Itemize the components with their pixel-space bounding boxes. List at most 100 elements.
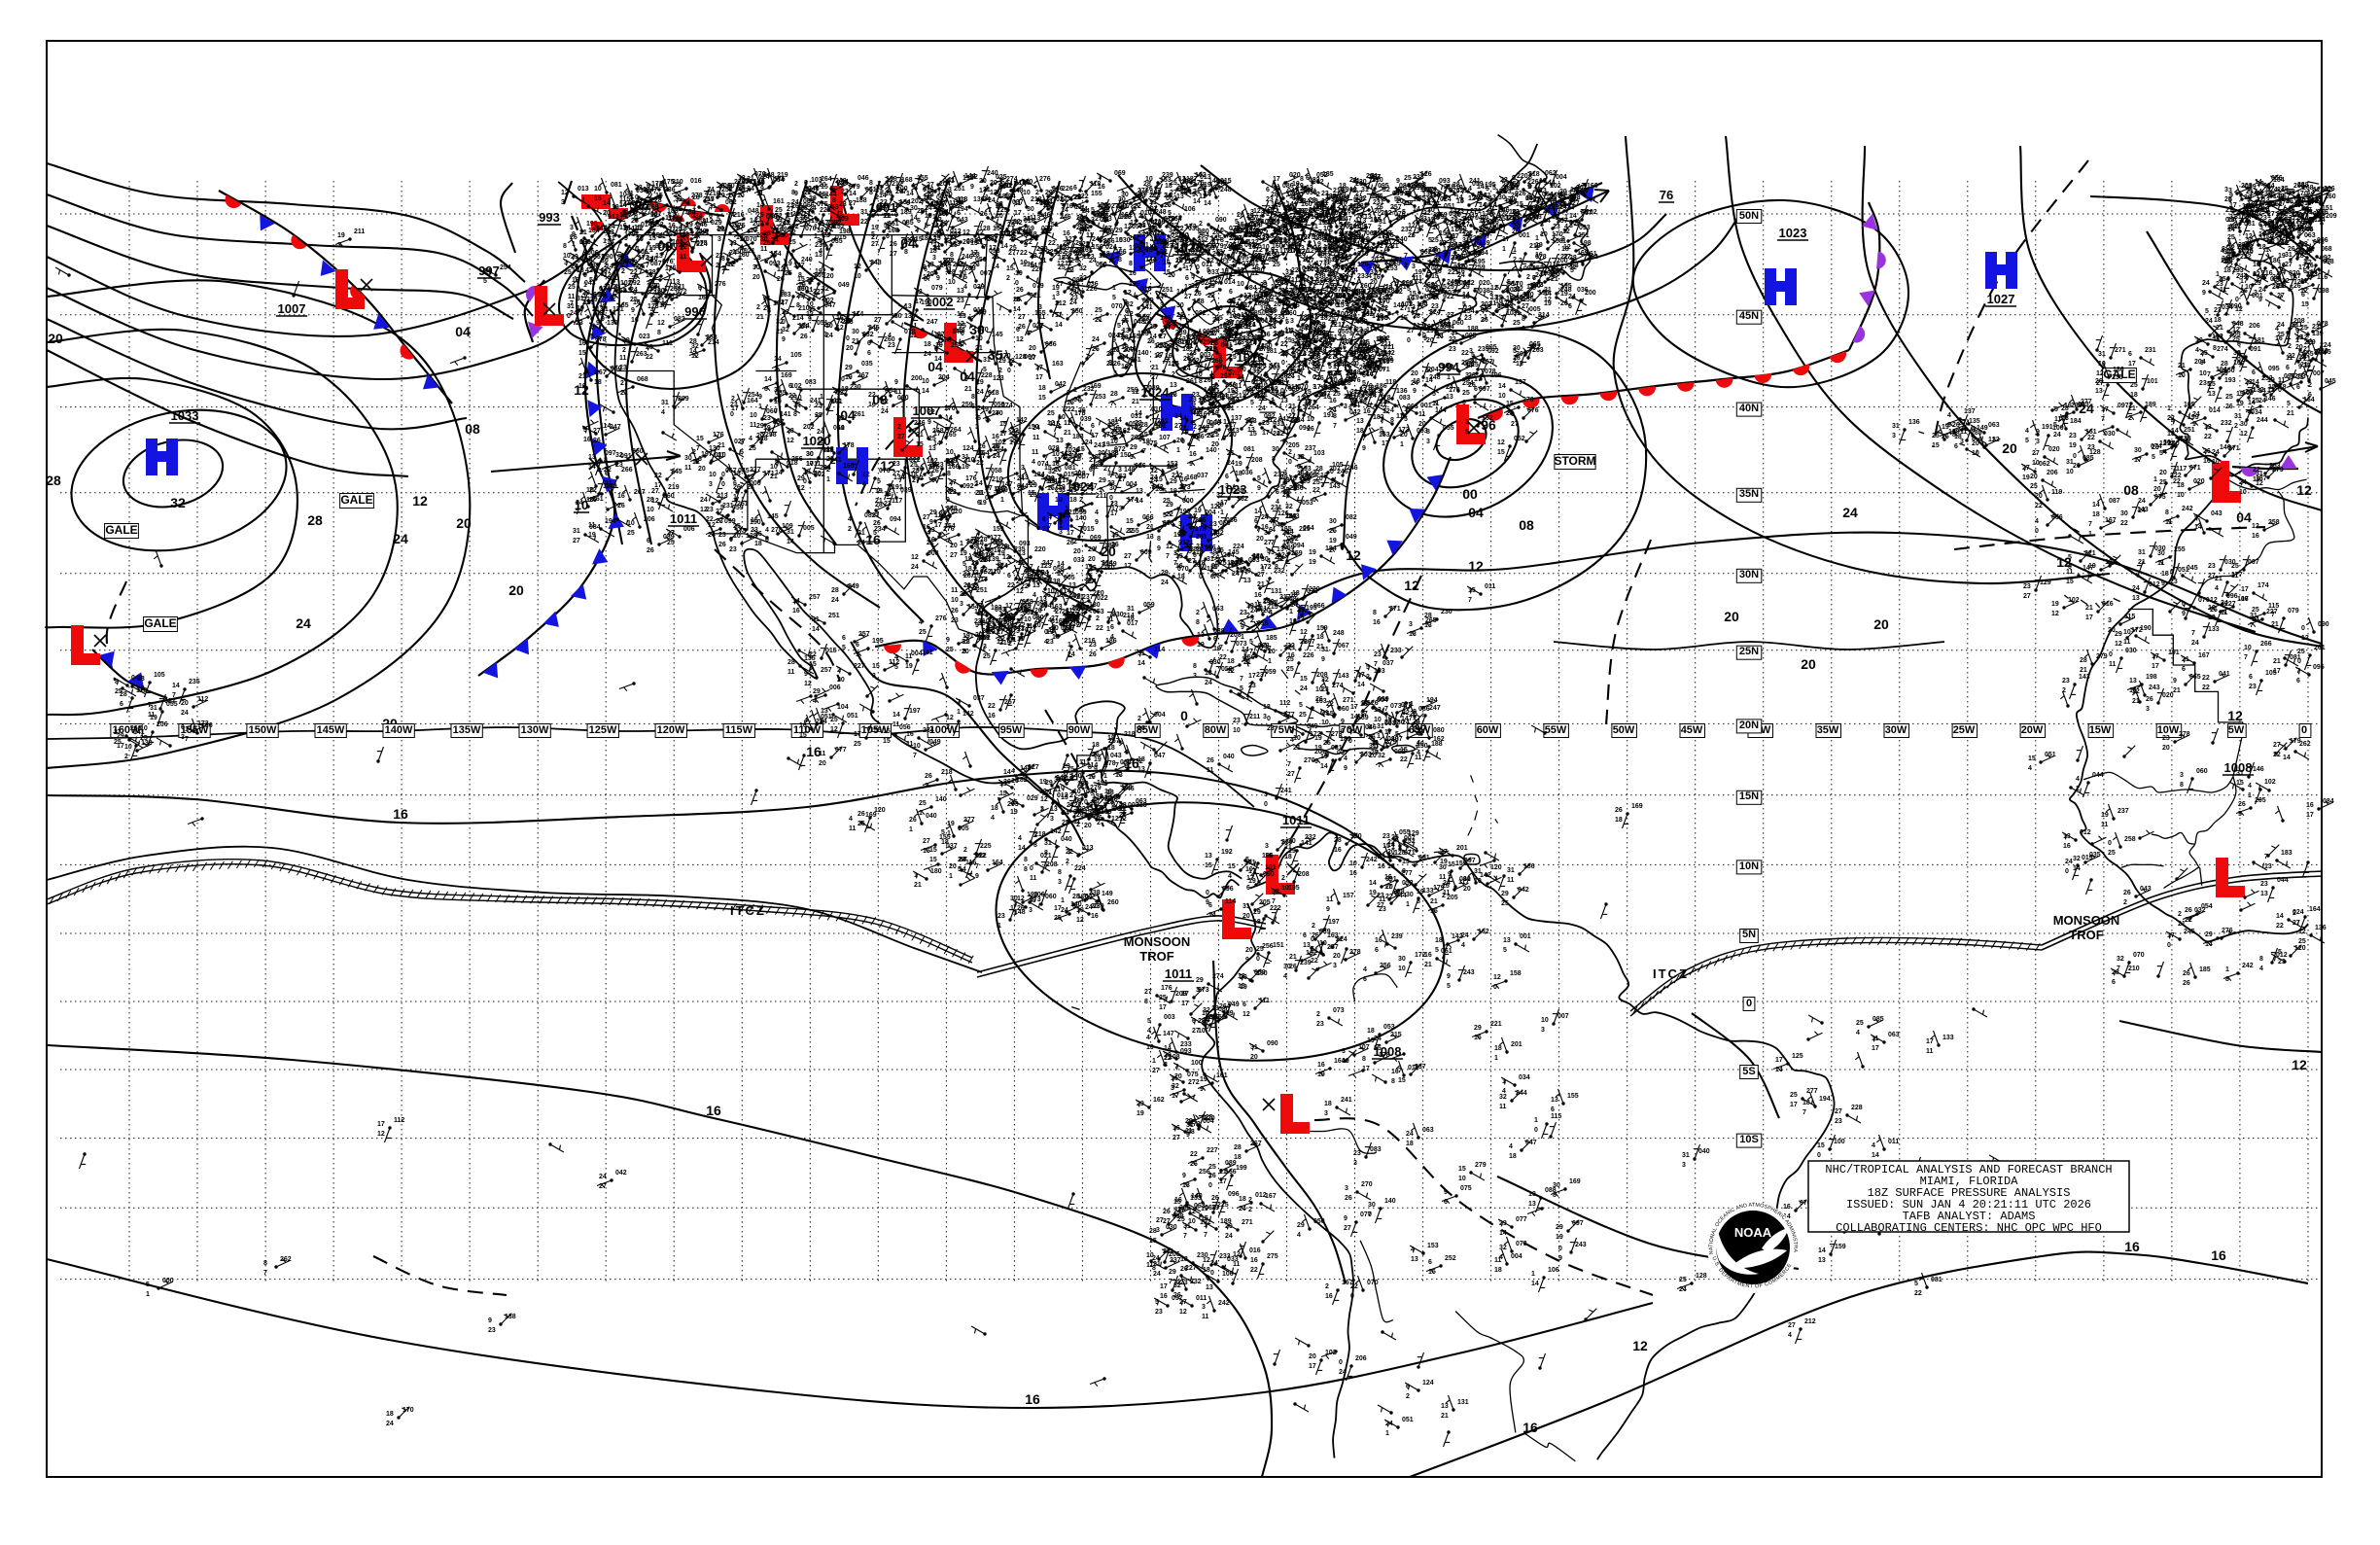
svg-text:9: 9 — [1321, 656, 1325, 663]
svg-text:135: 135 — [1450, 281, 1461, 288]
svg-text:147: 147 — [1341, 216, 1352, 223]
svg-text:124: 124 — [962, 445, 974, 452]
svg-text:1: 1 — [649, 247, 653, 254]
svg-text:2: 2 — [1097, 820, 1101, 826]
svg-text:9: 9 — [970, 184, 974, 191]
svg-text:8: 8 — [869, 180, 873, 187]
svg-text:25: 25 — [1431, 237, 1439, 244]
svg-text:140: 140 — [1138, 350, 1149, 357]
svg-text:063: 063 — [1136, 798, 1147, 805]
svg-text:1: 1 — [1297, 375, 1301, 382]
svg-text:0: 0 — [1199, 574, 1203, 580]
svg-text:29: 29 — [1099, 477, 1106, 484]
svg-text:16: 16 — [923, 524, 930, 531]
svg-text:12: 12 — [1166, 544, 1173, 550]
svg-text:3: 3 — [1489, 291, 1493, 298]
svg-text:27: 27 — [667, 530, 675, 537]
svg-text:039: 039 — [900, 487, 912, 494]
svg-text:103: 103 — [1313, 450, 1325, 457]
svg-text:10: 10 — [1377, 306, 1384, 313]
svg-text:3: 3 — [1492, 194, 1496, 201]
svg-text:0: 0 — [1150, 465, 1154, 472]
svg-text:20: 20 — [819, 182, 826, 189]
svg-text:11: 11 — [1055, 312, 1063, 319]
svg-text:264: 264 — [950, 427, 962, 434]
svg-text:22: 22 — [928, 409, 935, 416]
svg-text:19: 19 — [775, 217, 783, 224]
svg-text:14: 14 — [792, 598, 800, 605]
svg-text:22: 22 — [1025, 239, 1032, 246]
svg-text:26: 26 — [800, 334, 808, 340]
svg-text:10: 10 — [1321, 720, 1329, 726]
svg-text:9: 9 — [1145, 300, 1149, 307]
svg-text:9: 9 — [1189, 461, 1193, 468]
svg-text:3: 3 — [1284, 212, 1288, 219]
svg-text:9: 9 — [822, 242, 826, 249]
svg-text:2: 2 — [925, 783, 928, 790]
svg-text:10: 10 — [1058, 414, 1066, 421]
svg-text:30W: 30W — [1885, 724, 1908, 736]
svg-text:114: 114 — [1396, 413, 1407, 420]
svg-text:2: 2 — [756, 304, 760, 311]
svg-text:31: 31 — [1044, 840, 1052, 847]
svg-text:24: 24 — [977, 405, 985, 412]
svg-text:20: 20 — [456, 515, 472, 531]
svg-text:11: 11 — [1418, 411, 1426, 418]
svg-text:220: 220 — [1517, 173, 1528, 180]
svg-text:18: 18 — [1413, 378, 1420, 385]
svg-text:6: 6 — [1210, 574, 1214, 580]
svg-text:21: 21 — [1146, 524, 1154, 531]
svg-text:1: 1 — [1059, 523, 1063, 530]
svg-text:070: 070 — [1271, 380, 1282, 387]
svg-text:17: 17 — [1357, 672, 1365, 679]
svg-text:037: 037 — [1382, 660, 1394, 667]
svg-text:3: 3 — [564, 260, 568, 266]
svg-text:26: 26 — [931, 468, 939, 474]
svg-text:STORM: STORM — [1554, 454, 1595, 468]
svg-text:5: 5 — [740, 449, 744, 456]
svg-text:15: 15 — [929, 847, 937, 854]
svg-text:2: 2 — [837, 667, 841, 674]
svg-text:4: 4 — [1056, 447, 1060, 454]
svg-text:086: 086 — [1226, 517, 1238, 524]
svg-text:20: 20 — [657, 288, 665, 295]
svg-text:12: 12 — [2296, 482, 2312, 498]
svg-text:18: 18 — [1356, 428, 1364, 435]
svg-text:131: 131 — [1271, 588, 1282, 595]
svg-text:059: 059 — [732, 505, 744, 511]
svg-text:12: 12 — [803, 221, 811, 228]
svg-text:21: 21 — [578, 373, 586, 380]
svg-text:8: 8 — [1561, 236, 1565, 243]
svg-text:24: 24 — [1287, 364, 1295, 370]
svg-text:19: 19 — [905, 663, 913, 670]
svg-text:3: 3 — [740, 439, 744, 446]
svg-text:18: 18 — [753, 255, 761, 262]
svg-text:211: 211 — [1249, 714, 1260, 720]
svg-text:8: 8 — [880, 190, 884, 196]
svg-text:209: 209 — [2326, 213, 2337, 220]
svg-text:27: 27 — [912, 477, 920, 484]
svg-text:2: 2 — [1194, 281, 1198, 288]
svg-text:6: 6 — [1073, 185, 1077, 192]
svg-text:23: 23 — [1110, 501, 1118, 508]
svg-text:1: 1 — [1375, 740, 1379, 747]
svg-text:10: 10 — [948, 279, 956, 286]
svg-text:2: 2 — [754, 227, 758, 233]
svg-text:7: 7 — [1112, 435, 1116, 441]
svg-text:1: 1 — [856, 651, 859, 658]
svg-text:224: 224 — [1233, 544, 1244, 550]
svg-text:052: 052 — [1514, 436, 1525, 442]
svg-text:4: 4 — [1018, 835, 1022, 842]
svg-text:27: 27 — [593, 428, 601, 435]
svg-text:0: 0 — [1312, 374, 1316, 381]
svg-text:138: 138 — [1354, 318, 1366, 325]
svg-text:20: 20 — [1309, 207, 1316, 214]
svg-text:058: 058 — [1314, 322, 1326, 329]
svg-text:19: 19 — [1010, 809, 1018, 816]
svg-text:168: 168 — [901, 177, 913, 184]
svg-text:205: 205 — [1288, 442, 1300, 449]
svg-text:124: 124 — [997, 563, 1008, 570]
svg-text:17: 17 — [1087, 579, 1095, 585]
svg-text:19: 19 — [1194, 508, 1202, 514]
svg-text:170: 170 — [944, 405, 956, 412]
